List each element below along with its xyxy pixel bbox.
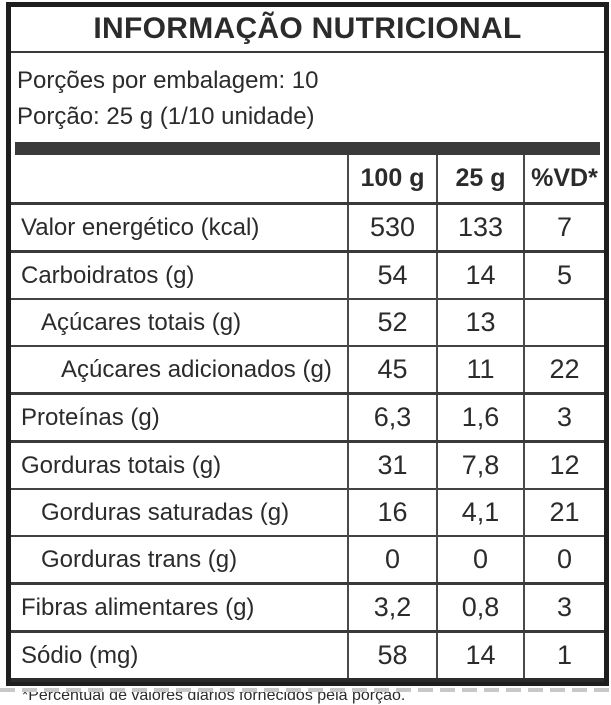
nutrient-label: Sódio (mg) <box>11 630 348 678</box>
nutrient-value: 1,6 <box>436 392 524 442</box>
nutrient-value: 58 <box>347 630 437 678</box>
table-header-row: 100 g 25 g %VD* <box>11 155 604 204</box>
table-row: Carboidratos (g) 54 14 5 <box>11 250 604 299</box>
table-row: Proteínas (g) 6,3 1,6 3 <box>11 392 604 442</box>
nutrient-label: Gorduras trans (g) <box>11 535 348 584</box>
nutrient-value: 16 <box>347 488 437 536</box>
nutrient-label: Fibras alimentares (g) <box>11 582 348 632</box>
nutrient-value: 22 <box>523 345 604 394</box>
nutrient-value: 133 <box>436 202 524 252</box>
nutrient-value: 3 <box>523 582 604 632</box>
nutrient-value <box>523 298 604 346</box>
nutrient-value: 54 <box>347 250 437 299</box>
nutrient-value: 14 <box>436 630 524 678</box>
table-row: Gorduras trans (g) 0 0 0 <box>11 535 604 584</box>
table-row: Fibras alimentares (g) 3,2 0,8 3 <box>11 582 604 632</box>
nutrient-value: 11 <box>436 345 524 394</box>
table-row: Gorduras saturadas (g) 16 4,1 21 <box>11 488 604 536</box>
nutrient-value: 31 <box>347 440 437 489</box>
nutrient-value: 12 <box>523 440 604 489</box>
table-row: Açúcares totais (g) 52 13 <box>11 298 604 346</box>
nutrition-label: INFORMAÇÃO NUTRICIONAL Porções por embal… <box>6 2 609 704</box>
serving-info: Porções por embalagem: 10 Porção: 25 g (… <box>11 53 604 142</box>
nutrient-label: Carboidratos (g) <box>11 250 348 299</box>
nutrient-label: Proteínas (g) <box>11 392 348 442</box>
nutrient-value: 530 <box>347 202 437 252</box>
nutrition-table: 100 g 25 g %VD* Valor energético (kcal) 5… <box>11 155 604 678</box>
divider-bar <box>15 142 600 155</box>
nutrient-value: 0 <box>347 535 437 584</box>
header-col-25g: 25 g <box>436 155 524 204</box>
nutrient-value: 5 <box>523 250 604 299</box>
table-body: Valor energético (kcal) 530 133 7 Carboidrat… <box>11 202 604 678</box>
table-row: Açúcares adicionados (g) 45 11 22 <box>11 345 604 394</box>
nutrient-label: Açúcares totais (g) <box>11 298 348 346</box>
nutrient-value: 7 <box>523 202 604 252</box>
nutrient-value: 3 <box>523 392 604 442</box>
nutrient-value: 6,3 <box>347 392 437 442</box>
servings-per-package: Porções por embalagem: 10 <box>17 67 319 94</box>
nutrient-label: Açúcares adicionados (g) <box>11 345 348 394</box>
nutrient-value: 0,8 <box>436 582 524 632</box>
label-title: INFORMAÇÃO NUTRICIONAL <box>11 7 604 53</box>
nutrient-value: 0 <box>436 535 524 584</box>
table-row: Sódio (mg) 58 14 1 <box>11 630 604 678</box>
header-col-100g: 100 g <box>347 155 437 204</box>
header-empty-cell <box>11 155 348 204</box>
nutrient-value: 52 <box>347 298 437 346</box>
nutrient-value: 0 <box>523 535 604 584</box>
header-col-vd: %VD* <box>523 155 604 204</box>
nutrient-value: 14 <box>436 250 524 299</box>
dashed-cut-line <box>0 688 611 692</box>
nutrient-value: 7,8 <box>436 440 524 489</box>
portion-size: Porção: 25 g (1/10 unidade) <box>17 103 315 130</box>
table-row: Gorduras totais (g) 31 7,8 12 <box>11 440 604 489</box>
nutrient-value: 4,1 <box>436 488 524 536</box>
nutrient-label: Gorduras saturadas (g) <box>11 488 348 536</box>
nutrient-value: 13 <box>436 298 524 346</box>
nutrient-value: 3,2 <box>347 582 437 632</box>
nutrient-value: 45 <box>347 345 437 394</box>
table-row: Valor energético (kcal) 530 133 7 <box>11 202 604 252</box>
nutrient-value: 21 <box>523 488 604 536</box>
nutrient-label: Valor energético (kcal) <box>11 202 348 252</box>
nutrient-value: 1 <box>523 630 604 678</box>
nutrient-label: Gorduras totais (g) <box>11 440 348 489</box>
